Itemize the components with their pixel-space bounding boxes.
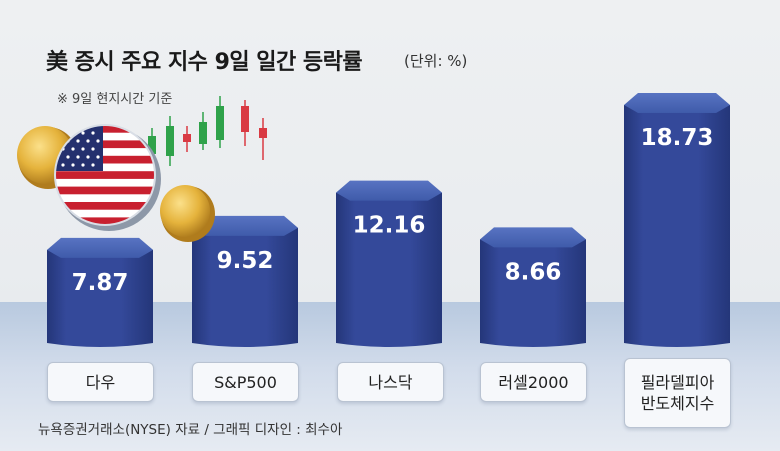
bar-body [480, 239, 586, 347]
bar-value-label: 12.16 [353, 213, 426, 239]
bar-top-cap [480, 227, 586, 248]
bar-value-label: 18.73 [641, 125, 714, 151]
source-credit: 뉴욕증권거래소(NYSE) 자료 / 그래픽 디자인 : 최수아 [38, 422, 343, 438]
bar-body [624, 104, 730, 347]
bar-top-cap [192, 215, 298, 236]
chart-title: 美 증시 주요 지수 9일 일간 등락률 [46, 50, 363, 75]
category-label-russell2000: 러셀2000 [480, 362, 587, 402]
bar-value-label: 7.87 [72, 270, 129, 296]
bar-body [336, 192, 442, 347]
bar-top-cap [624, 92, 730, 113]
category-label-dow: 다우 [47, 362, 154, 402]
bar-top-cap [336, 180, 442, 201]
bar-top-cap [47, 237, 153, 258]
us-flag-coin-icon [54, 124, 161, 231]
bar-4: 8.66 [480, 227, 586, 347]
gold-coin-icon [160, 185, 215, 242]
bar-body [47, 249, 153, 347]
bar-3: 12.16 [336, 180, 442, 347]
unit-label: (단위: %) [404, 52, 468, 70]
bar-2: 9.52 [192, 215, 298, 347]
bar-1: 7.87 [47, 237, 153, 347]
category-label-nasdaq: 나스닥 [337, 362, 444, 402]
candlestick-icon [148, 96, 267, 166]
bar-value-label: 9.52 [217, 248, 274, 274]
bar-value-label: 8.66 [505, 259, 562, 285]
date-note: ※ 9일 현지시간 기준 [57, 92, 173, 107]
category-label-sp500: S&P500 [192, 362, 299, 402]
bar-body [192, 227, 298, 347]
bar-5: 18.73 [624, 92, 730, 347]
category-label-sox: 필라델피아 반도체지수 [624, 358, 731, 428]
